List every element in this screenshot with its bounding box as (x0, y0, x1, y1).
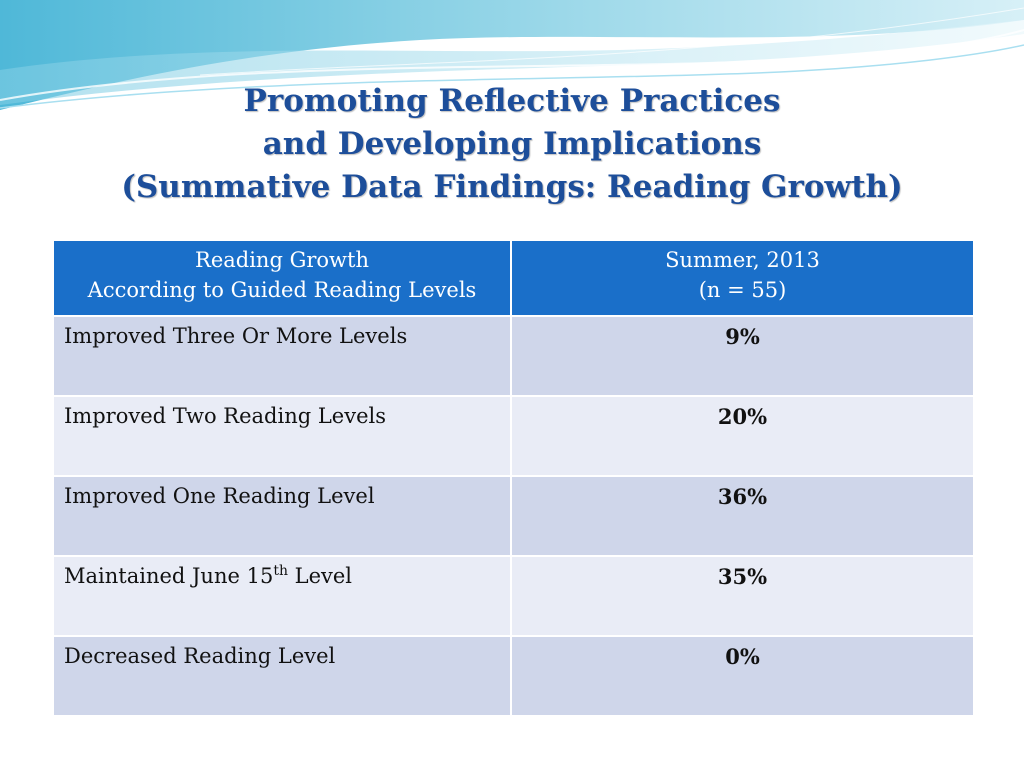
header-col1-line1: Reading Growth (195, 248, 369, 272)
table-row: Decreased Reading Level 0% (52, 635, 975, 717)
ordinal-suffix: th (273, 563, 288, 579)
row-value: 20% (510, 395, 975, 477)
table-row: Improved Three Or More Levels 9% (52, 315, 975, 397)
row-value: 36% (510, 475, 975, 557)
table-row: Maintained June 15th Level 35% (52, 555, 975, 637)
row-value: 0% (510, 635, 975, 717)
decorative-wave-banner (0, 0, 1024, 110)
row-label: Improved One Reading Level (52, 475, 512, 557)
row-label: Decreased Reading Level (52, 635, 512, 717)
header-col1-line2: According to Guided Reading Levels (87, 278, 477, 302)
row-label-text-end: Level (287, 564, 353, 588)
row-label-text: Maintained June 15 (64, 564, 274, 588)
row-label: Improved Three Or More Levels (52, 315, 512, 397)
row-value: 35% (510, 555, 975, 637)
title-line-2: and Developing Implications (262, 126, 762, 162)
row-label: Maintained June 15th Level (52, 555, 512, 637)
title-line-1: Promoting Reflective Practices (243, 83, 781, 119)
row-value: 9% (510, 315, 975, 397)
header-col2-line2: (n = 55) (698, 278, 787, 302)
header-summer-2013: Summer, 2013 (n = 55) (510, 239, 975, 317)
header-col2-line1: Summer, 2013 (665, 248, 820, 272)
reading-growth-table: Reading Growth According to Guided Readi… (52, 239, 975, 717)
row-label: Improved Two Reading Levels (52, 395, 512, 477)
table-row: Improved Two Reading Levels 20% (52, 395, 975, 477)
table-header-row: Reading Growth According to Guided Readi… (52, 239, 975, 317)
slide-title: Promoting Reflective Practices and Devel… (0, 80, 1024, 209)
table-row: Improved One Reading Level 36% (52, 475, 975, 557)
title-line-3: (Summative Data Findings: Reading Growth… (121, 169, 903, 205)
header-reading-growth: Reading Growth According to Guided Readi… (52, 239, 512, 317)
